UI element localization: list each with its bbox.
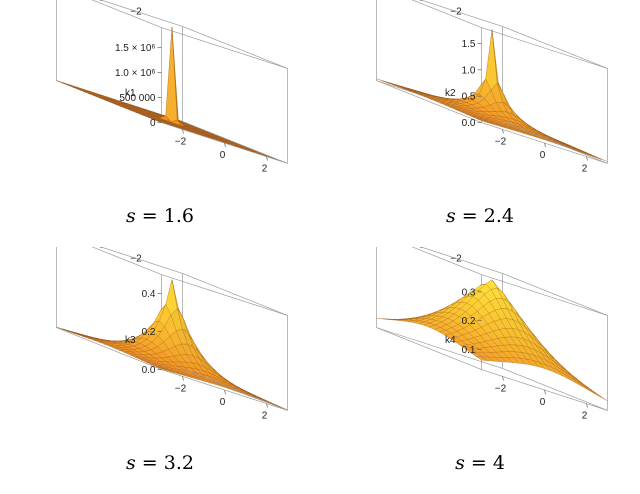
x-tick-label: 2 [582, 411, 588, 422]
z-tick-label: 0.3 [462, 287, 476, 298]
box-edge [99, 247, 183, 274]
surface-plot-k2: −202−2020.00.51.01.5k2 s = 2.4 [320, 0, 640, 247]
x-tick-mark [266, 403, 268, 408]
z-tick-label: 0 [150, 118, 156, 129]
caption-s-2-4: s = 2.4 [446, 205, 514, 227]
z-tick-label: 0.0 [462, 118, 476, 129]
box-edge [161, 27, 288, 69]
x-tick-label: −2 [495, 136, 507, 147]
box-edge [481, 27, 608, 69]
x-tick-label: 0 [540, 150, 546, 161]
surface-facet [595, 156, 608, 162]
z-tick-label: 1.5 [462, 39, 476, 50]
z-tick-label: 1.0 [462, 65, 476, 76]
z-tick-label: 1.0 × 10⁶ [115, 68, 156, 79]
box-edge [502, 121, 608, 164]
x-tick-mark [502, 376, 504, 381]
x-tick-mark [544, 142, 546, 148]
x-tick-mark [224, 389, 226, 395]
surface-k4-svg: −202−2020.10.20.3k4 [376, 247, 608, 422]
box-edge [161, 274, 288, 316]
surface-plot-k3: −202−2020.00.20.4k3 s = 3.2 [0, 247, 320, 494]
z-tick-label: 0.2 [142, 327, 156, 338]
x-tick-label: −2 [175, 136, 187, 147]
z-axis-label: k1 [125, 88, 136, 99]
x-tick-label: 0 [540, 397, 546, 408]
z-tick-label: 0.4 [142, 289, 156, 300]
box-edge [411, 247, 482, 275]
z-tick-label: 0.2 [462, 316, 476, 327]
y-tick-label: −2 [450, 7, 462, 18]
x-tick-mark [224, 142, 226, 148]
box-edge [419, 0, 503, 27]
box-edge [376, 80, 482, 123]
caption-s-4: s = 4 [455, 452, 505, 474]
box-edge [502, 368, 608, 411]
x-tick-mark [586, 156, 588, 161]
box-edge [502, 273, 608, 316]
z-tick-label: 1.5 × 10⁶ [115, 43, 156, 54]
box-edge [182, 273, 288, 316]
caption-s-1-6: s = 1.6 [126, 205, 194, 227]
z-tick-label: 0.1 [462, 345, 476, 356]
caption-s-3-2: s = 3.2 [126, 452, 194, 474]
y-tick-label: 0 [98, 0, 104, 4]
x-tick-label: 0 [220, 150, 226, 161]
surface-plot-k4: −202−2020.10.20.3k4 s = 4 [320, 247, 640, 494]
y-tick-label: 0 [98, 247, 104, 251]
y-tick-label: 0 [418, 247, 424, 251]
z-tick-label: 500 000 [119, 93, 156, 104]
z-axis-label: k3 [125, 335, 136, 346]
box-edge [91, 0, 162, 28]
x-tick-label: 2 [262, 411, 268, 422]
x-tick-label: 2 [262, 164, 268, 175]
surface-facet [275, 405, 288, 410]
box-edge [376, 327, 482, 370]
box-edge [56, 327, 162, 370]
x-tick-mark [586, 403, 588, 408]
surface-k2-svg: −202−2020.00.51.01.5k2 [376, 0, 608, 175]
x-tick-label: −2 [175, 383, 187, 394]
surface-facet [165, 26, 178, 123]
y-tick-label: 0 [418, 0, 424, 4]
x-tick-mark [502, 129, 504, 134]
surface-k3-svg: −202−2020.00.20.4k3 [56, 247, 288, 422]
box-edge [411, 0, 482, 28]
box-edge [99, 0, 183, 27]
box-edge [182, 121, 288, 164]
x-tick-mark [182, 129, 184, 134]
z-tick-label: 0.0 [142, 365, 156, 376]
box-edge [91, 247, 162, 275]
box-edge [419, 247, 503, 274]
z-axis-label: k4 [445, 335, 456, 346]
y-tick-label: −2 [130, 254, 142, 265]
x-tick-label: 2 [582, 164, 588, 175]
x-tick-mark [266, 156, 268, 161]
y-tick-label: −2 [450, 254, 462, 265]
box-edge [182, 368, 288, 411]
z-tick-label: 0.5 [462, 92, 476, 103]
x-tick-label: −2 [495, 383, 507, 394]
surface-facet [595, 393, 608, 402]
y-tick-label: −2 [130, 7, 142, 18]
x-tick-mark [182, 376, 184, 381]
box-edge [182, 26, 288, 69]
box-edge [502, 26, 608, 69]
box-edge [481, 274, 608, 316]
x-tick-label: 0 [220, 397, 226, 408]
x-tick-mark [544, 389, 546, 395]
z-axis-label: k2 [445, 88, 456, 99]
